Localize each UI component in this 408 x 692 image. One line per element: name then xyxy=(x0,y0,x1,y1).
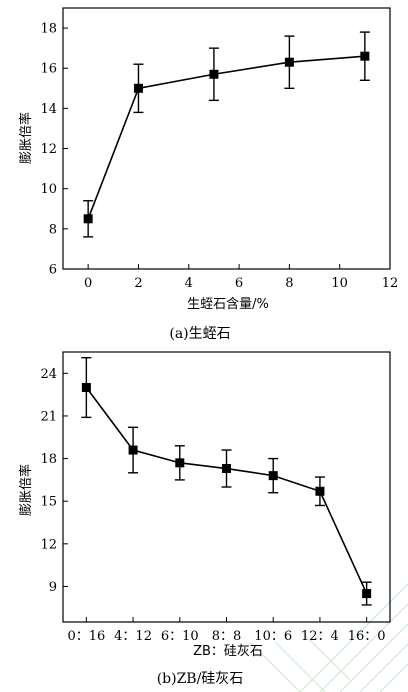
data-point-marker xyxy=(133,83,143,93)
chart-b-x-axis: 0：16 4：12 6：10 8：8 10：6 12：4 16：0 xyxy=(67,617,386,644)
y-tick-label: 15 xyxy=(40,495,57,510)
x-tick-label: 4：12 xyxy=(114,629,152,644)
x-tick-label: 10 xyxy=(331,276,348,291)
y-tick-label: 14 xyxy=(40,102,57,117)
chart-a-y-axis: 6 8 10 12 14 16 18 xyxy=(40,22,68,278)
x-tick-label: 12 xyxy=(382,276,399,291)
x-tick-label: 0 xyxy=(84,276,92,291)
chart-a-x-axis: 0 2 4 6 8 10 12 xyxy=(84,264,398,291)
y-tick-label: 9 xyxy=(49,580,57,595)
y-tick-label: 18 xyxy=(40,22,57,37)
x-tick-label: 6：10 xyxy=(161,629,199,644)
series-line xyxy=(87,55,365,220)
chart-b-x-axis-title: ZB：硅灰石 xyxy=(193,644,263,659)
chart-a-x-axis-title: 生蛭石含量/% xyxy=(187,296,269,312)
chart-a-series xyxy=(83,31,370,238)
chart-b-y-axis-title: 膨胀倍率 xyxy=(18,464,34,516)
chart-a: 6 8 10 12 14 16 18 0 2 4 6 8 10 12 膨胀倍率 生蛭石含量/% (a)生… xyxy=(18,7,398,342)
y-tick-label: 16 xyxy=(40,62,57,77)
x-tick-label: 10：6 xyxy=(254,629,292,644)
x-tick-label: 8 xyxy=(285,276,293,291)
data-point-marker xyxy=(209,69,219,79)
x-tick-label: 2 xyxy=(134,276,142,291)
data-point-marker xyxy=(268,471,278,481)
data-point-marker xyxy=(360,51,370,61)
data-point-marker xyxy=(362,589,372,599)
series-line xyxy=(85,387,368,594)
y-tick-label: 24 xyxy=(40,367,57,382)
x-tick-label: 6 xyxy=(235,276,243,291)
chart-b-y-axis: 9 12 15 18 21 24 xyxy=(40,367,68,595)
y-tick-label: 21 xyxy=(40,409,57,424)
x-tick-label: 12：4 xyxy=(301,629,339,644)
x-tick-label: 4 xyxy=(185,276,193,291)
y-tick-label: 10 xyxy=(40,182,57,197)
y-tick-label: 6 xyxy=(49,263,57,278)
y-tick-label: 18 xyxy=(40,452,57,467)
chart-a-y-axis-title: 膨胀倍率 xyxy=(18,112,34,164)
data-point-marker xyxy=(315,486,325,496)
y-tick-label: 8 xyxy=(49,222,57,237)
x-tick-label: 16：0 xyxy=(348,629,386,644)
data-point-marker xyxy=(128,445,138,455)
chart-a-caption: (a)生蛭石 xyxy=(169,326,230,342)
x-tick-label: 0：16 xyxy=(67,629,105,644)
y-tick-label: 12 xyxy=(40,537,57,552)
data-point-marker xyxy=(83,214,93,224)
x-tick-label: 8：8 xyxy=(212,629,242,644)
chart-b-caption: (b)ZB/硅灰石 xyxy=(157,671,244,687)
watermark-lines xyxy=(249,583,408,692)
data-point-marker xyxy=(284,57,294,67)
y-tick-label: 12 xyxy=(40,142,57,157)
chart-b-series xyxy=(81,356,372,606)
data-point-marker xyxy=(175,458,185,468)
chart-a-plot-frame xyxy=(62,7,391,270)
data-point-marker xyxy=(222,464,231,474)
data-point-marker xyxy=(81,383,91,393)
